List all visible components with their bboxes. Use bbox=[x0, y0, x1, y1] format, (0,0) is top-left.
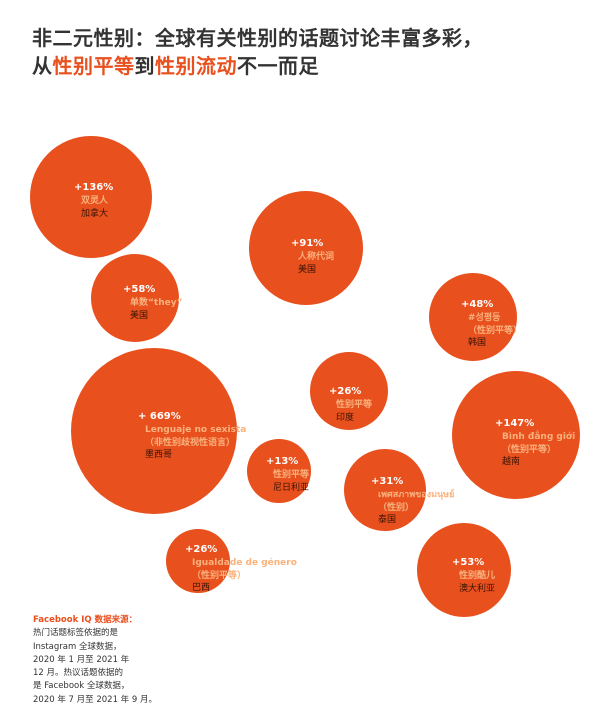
growth-value: +26% bbox=[185, 544, 218, 555]
source-label: Facebook IQ 数据来源： bbox=[33, 615, 138, 625]
bubble-circle bbox=[452, 371, 580, 499]
footer-source-note: Facebook IQ 数据来源： 热门话题标签依据的是 Instagram 全… bbox=[33, 614, 157, 707]
bubble-label: +31% เพศสภาพของมนุษย์ （性别） 泰国 bbox=[371, 475, 454, 527]
source-line: 2020 年 7 月至 2021 年 9 月。 bbox=[33, 694, 157, 705]
source-line: 是 Facebook 全球数据， bbox=[33, 681, 130, 692]
title-highlight: 性别平等 bbox=[52, 54, 135, 78]
topic-label: （性别平等） bbox=[502, 444, 557, 455]
bubble-label: +147% Bình đẳng giới （性别平等） 越南 bbox=[495, 417, 575, 469]
growth-value: +136% bbox=[74, 182, 114, 193]
bubble-circle bbox=[417, 523, 511, 617]
title-text: 不一而足 bbox=[237, 54, 319, 78]
bubble-label: +48% #성평등 （性别平等） 韩国 bbox=[461, 298, 522, 350]
country-label: 加拿大 bbox=[81, 208, 109, 219]
topic-label: 人称代词 bbox=[298, 252, 335, 262]
topic-label: 性别酷儿 bbox=[459, 571, 496, 581]
topic-label: Igualdade de género bbox=[192, 558, 297, 568]
page-title: 非二元性别：全球有关性别的话题讨论丰富多彩， 从性别平等到性别流动不一而足 bbox=[32, 24, 483, 80]
title-text: 从 bbox=[32, 54, 53, 78]
country-label: 墨西哥 bbox=[145, 450, 173, 460]
bubble-label: +13% 性别平等尼日利亚 bbox=[266, 455, 309, 494]
title-text: 到 bbox=[134, 54, 155, 78]
topic-label: 性别平等 bbox=[336, 400, 373, 410]
bubble-circle bbox=[71, 348, 237, 514]
bubble-circle bbox=[310, 352, 388, 430]
topic-label: Lenguaje no sexista bbox=[145, 425, 247, 435]
bubble-label: +91% 人称代词美国 bbox=[291, 237, 334, 276]
bubble-label: +26% Igualdade de género （性别平等） 巴西 bbox=[185, 543, 297, 595]
topic-label: （性别平等） bbox=[192, 570, 247, 581]
topic-label: 双灵人 bbox=[81, 196, 109, 206]
growth-value: + 669% bbox=[138, 411, 181, 422]
source-line: 12 月。热议话题依据的 bbox=[33, 668, 124, 679]
bubble-label: +136% 双灵人加拿大 bbox=[74, 181, 113, 220]
bubble-label: + 669% Lenguaje no sexista （非性别歧视性语言） 墨西哥 bbox=[138, 410, 246, 462]
title-line-2: 从性别平等到性别流动不一而足 bbox=[32, 52, 483, 80]
bubble-circle bbox=[30, 136, 152, 258]
bubble-circle bbox=[429, 273, 517, 361]
bubble-circle bbox=[91, 254, 179, 342]
bubble-circle bbox=[249, 191, 363, 305]
country-label: 尼日利亚 bbox=[273, 482, 310, 493]
source-line: Instagram 全球数据， bbox=[33, 641, 122, 652]
topic-label: （非性别歧视性语言） bbox=[145, 437, 236, 448]
country-label: 巴西 bbox=[192, 583, 211, 593]
bubble-circle bbox=[166, 529, 230, 593]
bubble-circle bbox=[344, 449, 426, 531]
country-label: 韩国 bbox=[468, 338, 487, 348]
growth-value: +31% bbox=[371, 476, 404, 487]
growth-value: +91% bbox=[291, 238, 324, 249]
bubble-label: +26% 性别平等印度 bbox=[329, 385, 372, 424]
topic-label: เพศสภาพของมนุษย์ bbox=[378, 490, 455, 500]
growth-value: +58% bbox=[123, 284, 156, 295]
title-highlight: 性别流动 bbox=[155, 54, 237, 78]
title-line-1: 非二元性别：全球有关性别的话题讨论丰富多彩， bbox=[32, 26, 483, 50]
topic-label: （性别） bbox=[378, 502, 415, 513]
growth-value: +147% bbox=[495, 418, 535, 429]
topic-label: （性别平等） bbox=[468, 325, 523, 336]
growth-value: +48% bbox=[461, 299, 494, 310]
country-label: 泰国 bbox=[378, 515, 397, 525]
country-label: 越南 bbox=[502, 457, 521, 467]
bubble-label: +58% 单数“they” 美国 bbox=[123, 283, 183, 322]
source-line: 2020 年 1 月至 2021 年 bbox=[33, 654, 130, 665]
topic-label: 性别平等 bbox=[273, 470, 310, 480]
topic-label: Bình đẳng giới bbox=[502, 432, 576, 442]
growth-value: +53% bbox=[452, 557, 485, 568]
country-label: 印度 bbox=[336, 412, 355, 423]
topic-label: #성평등 bbox=[468, 313, 501, 323]
bubble-circle bbox=[247, 439, 311, 503]
bubble-label: +53% 性别酷儿澳大利亚 bbox=[452, 556, 495, 595]
topic-label: 单数“they” bbox=[130, 298, 183, 308]
country-label: 美国 bbox=[130, 310, 149, 321]
country-label: 美国 bbox=[298, 264, 317, 275]
growth-value: +26% bbox=[329, 386, 362, 397]
country-label: 澳大利亚 bbox=[459, 583, 496, 594]
source-line: 热门话题标签依据的是 bbox=[33, 628, 119, 639]
growth-value: +13% bbox=[266, 456, 299, 467]
